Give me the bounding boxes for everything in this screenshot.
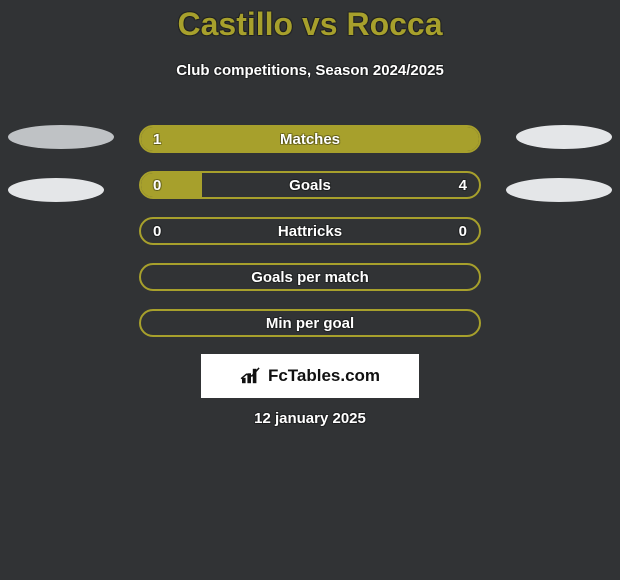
stat-label: Goals per match [141,265,479,289]
stats-infographic: Castillo vs Rocca Club competitions, Sea… [0,0,620,580]
brand-box: FcTables.com [201,354,419,398]
stat-label: Matches [141,127,479,151]
stat-row-matches: 1Matches [139,125,481,153]
date-label: 12 january 2025 [0,410,620,427]
stat-row-goals: 04Goals [139,171,481,199]
page-title: Castillo vs Rocca [0,6,620,43]
side-ellipse [8,125,114,149]
side-ellipse [506,178,612,202]
subtitle: Club competitions, Season 2024/2025 [0,62,620,79]
side-ellipse [8,178,104,202]
stat-label: Min per goal [141,311,479,335]
brand-text: FcTables.com [268,366,380,386]
stat-label: Hattricks [141,219,479,243]
stat-label: Goals [141,173,479,197]
stat-row-hattricks: 00Hattricks [139,217,481,245]
stat-row-min-per-goal: Min per goal [139,309,481,337]
stat-row-goals-per-match: Goals per match [139,263,481,291]
side-ellipse [516,125,612,149]
bar-chart-icon [240,367,262,385]
